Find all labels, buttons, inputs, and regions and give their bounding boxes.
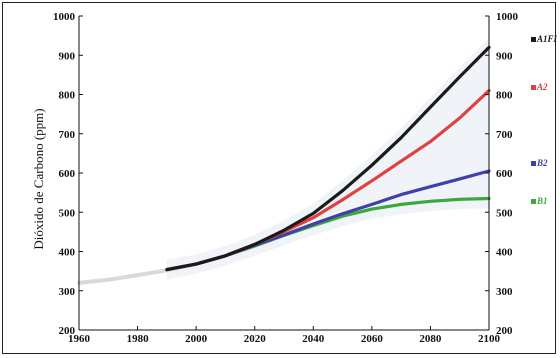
y-tick-label-right: 300	[496, 286, 513, 298]
legend-layer: A1FI A2 B2 B1	[531, 34, 557, 206]
legend-swatch-a1fi	[531, 37, 536, 42]
legend-label-b2: B2	[536, 158, 548, 168]
legend-swatch-b1	[531, 199, 536, 204]
series-line-a1fi	[165, 45, 491, 272]
legend-label-a2: A2	[536, 82, 548, 92]
series-layer	[165, 45, 491, 272]
chart-frame: 200 300 400 500 600 700 800 900 1000 200 300 400 500…	[2, 2, 557, 354]
y-tick-label-right: 700	[496, 129, 513, 141]
y-tick-label-right: 500	[496, 207, 513, 219]
y-tick-label-right: 900	[496, 50, 513, 62]
y-tick-label-right: 200	[496, 325, 513, 337]
y-tick-label-left: 500	[59, 207, 76, 219]
y-tick-label-left: 1000	[53, 11, 76, 23]
y-tick-label-left: 400	[59, 247, 76, 259]
y-tick-label-left: 800	[59, 90, 76, 102]
x-tick-label: 2080	[419, 333, 442, 345]
legend-swatch-a2	[531, 85, 536, 90]
x-tick-label: 2040	[302, 333, 325, 345]
y-tick-label-right: 600	[496, 168, 513, 180]
y-tick-label-left: 600	[59, 168, 76, 180]
x-tick-label: 1960	[68, 333, 91, 345]
y-tick-label-right: 800	[496, 90, 513, 102]
legend-label-a1fi: A1FI	[536, 34, 557, 44]
y-tick-label-left: 900	[59, 50, 76, 62]
y-tick-label-right: 400	[496, 247, 513, 259]
legend-label-b1: B1	[536, 196, 548, 206]
uncertainty-band-layer	[166, 37, 489, 280]
legend-swatch-b2	[531, 161, 536, 166]
y-tick-label-left: 200	[59, 325, 76, 337]
x-tick-label: 2100	[478, 333, 501, 345]
x-tick-label: 2020	[244, 333, 267, 345]
y-tick-label-left: 700	[59, 129, 76, 141]
x-tick-label: 2060	[361, 333, 384, 345]
y-tick-label-left: 300	[59, 286, 76, 298]
x-tick-label: 1980	[127, 333, 150, 345]
y-axis-label: Dióxido de Carbono (ppm)	[31, 108, 46, 249]
axes-layer: 200 300 400 500 600 700 800 900 1000 200 300 400 500…	[53, 11, 519, 345]
co2-line-chart: 200 300 400 500 600 700 800 900 1000 200 300 400 500…	[31, 11, 557, 345]
x-tick-label: 2000	[185, 333, 208, 345]
uncertainty-band	[166, 37, 489, 280]
y-tick-label-right: 1000	[496, 11, 519, 23]
